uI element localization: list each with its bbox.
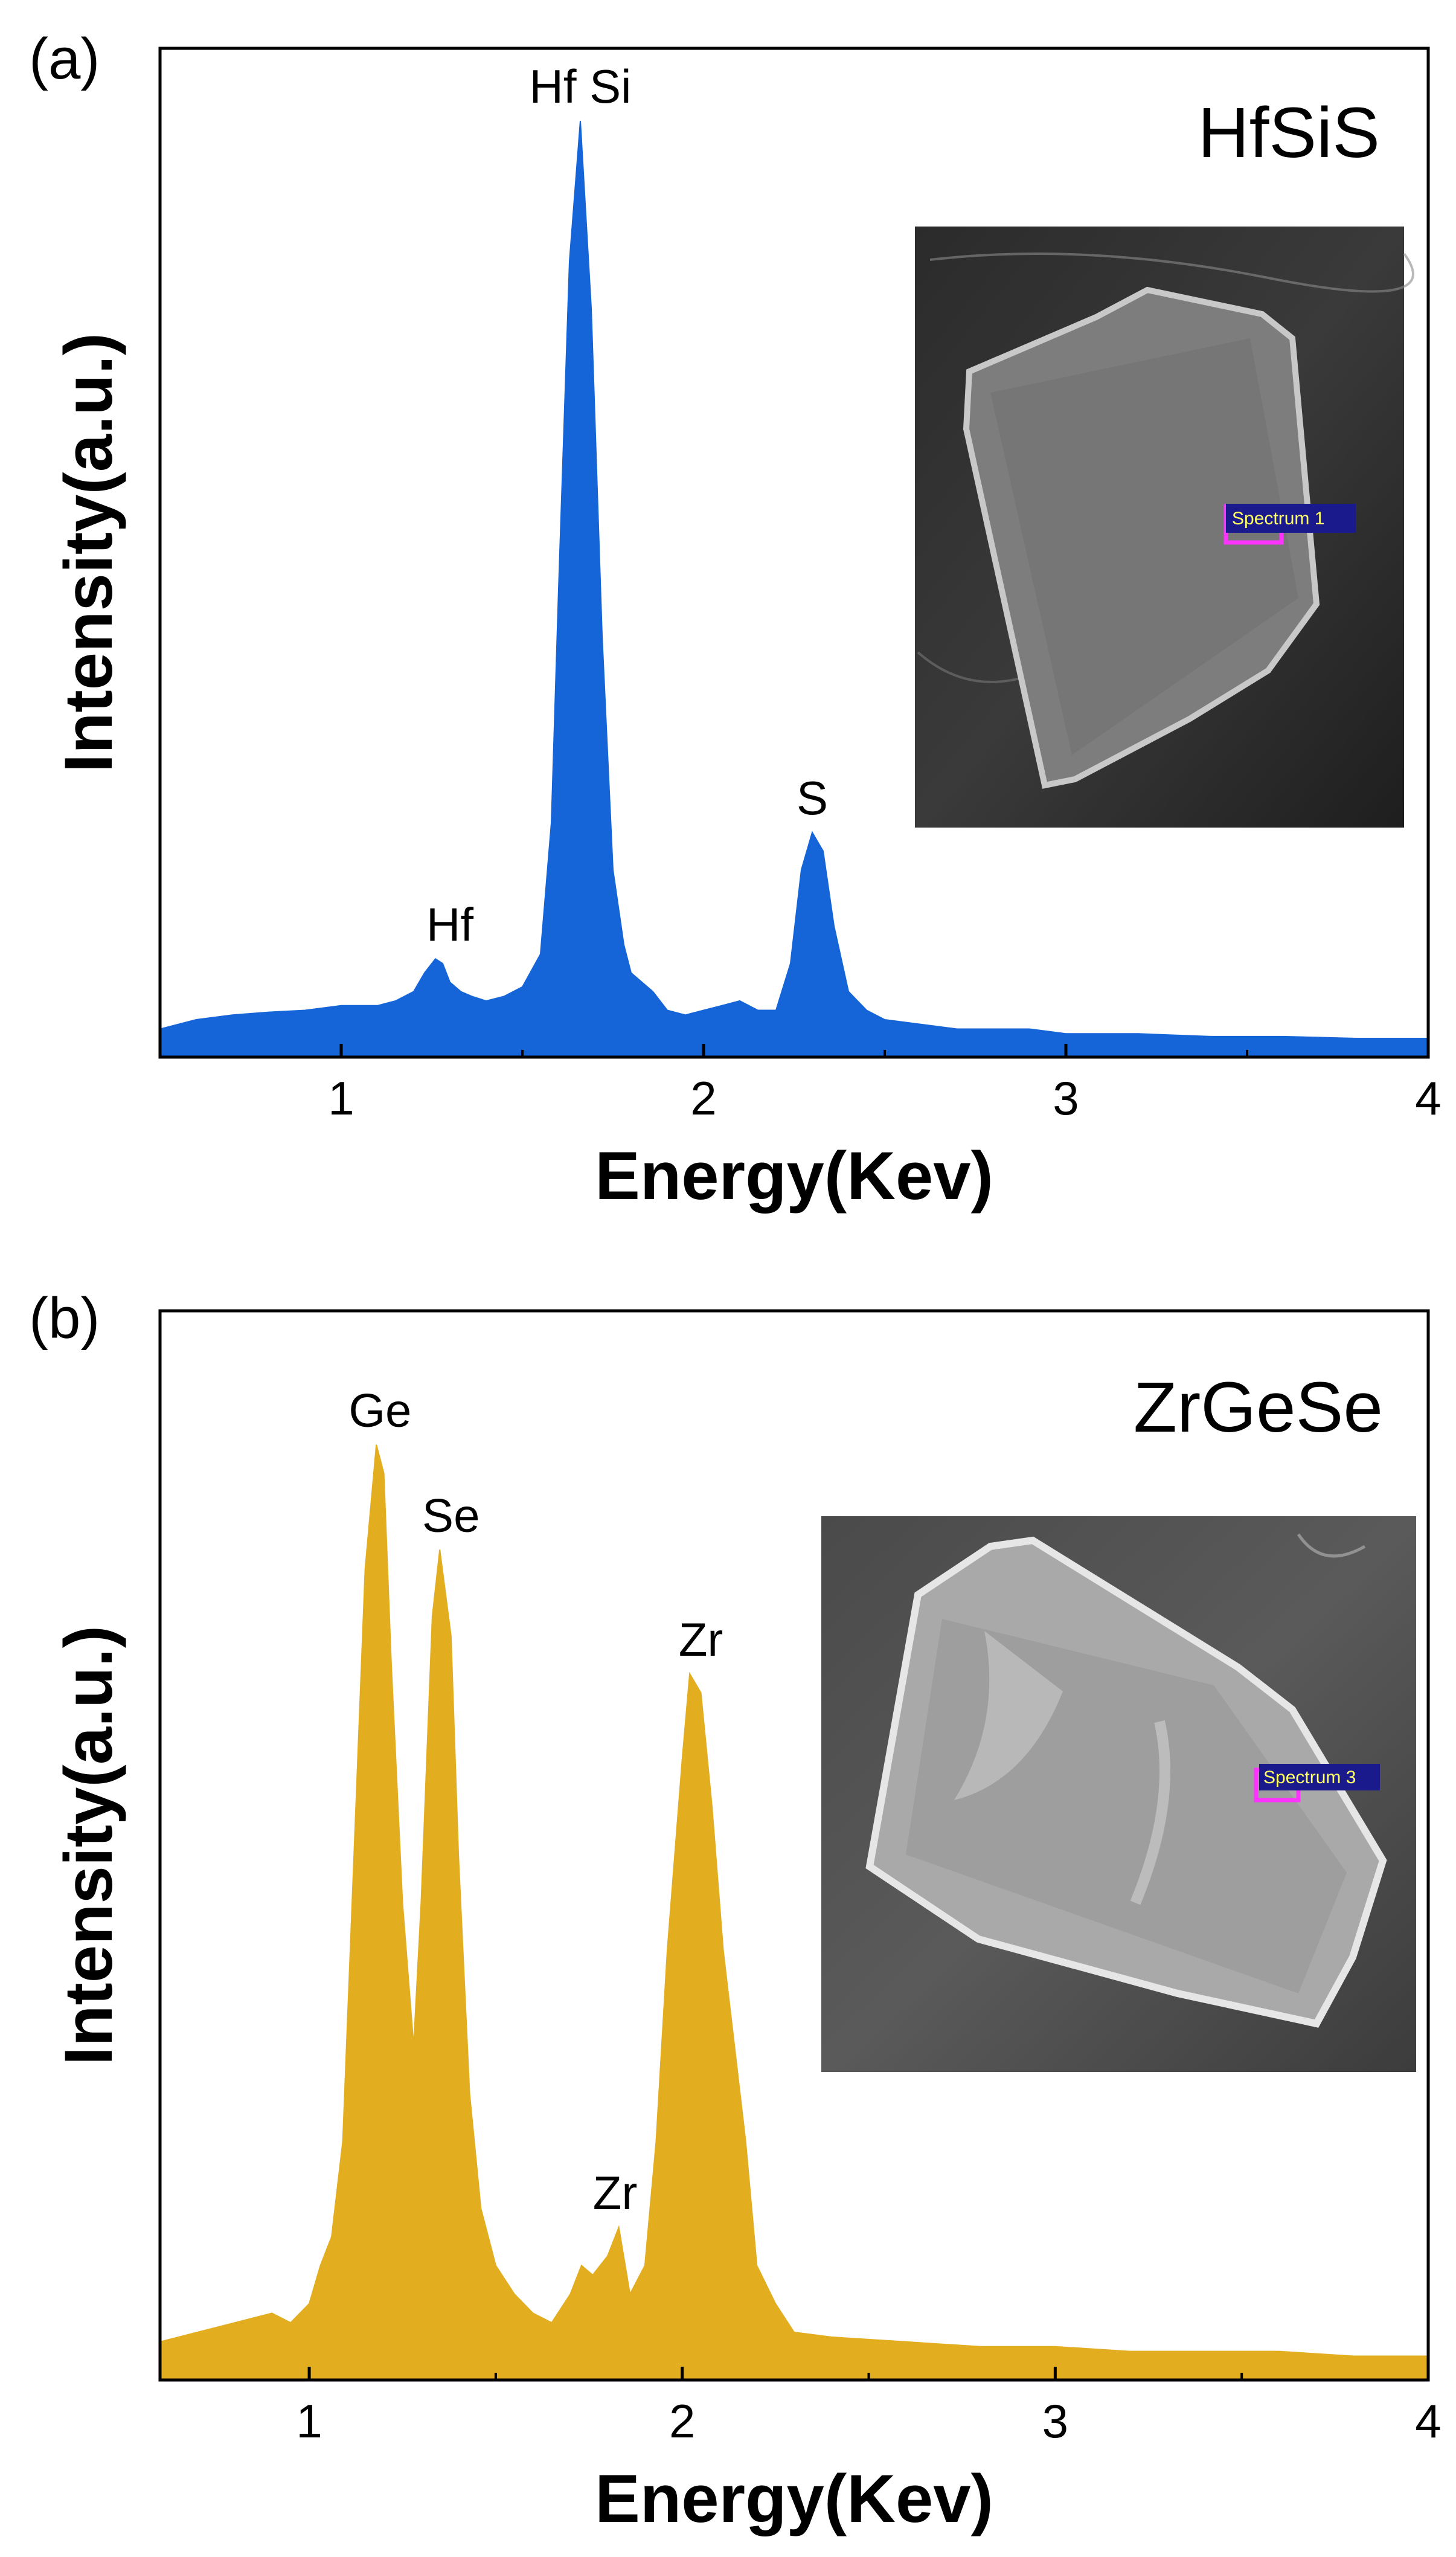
panel-label-b: (b) — [29, 1286, 100, 1351]
crystal-surface-a — [990, 338, 1298, 755]
spectrum-area-b — [159, 1444, 1429, 2381]
sem-debris-b — [1297, 1533, 1366, 1558]
spectrum-tag-text-b: Spectrum 3 — [1263, 1767, 1356, 1787]
peak-label-a: Hf Si — [529, 60, 631, 113]
y-axis-title-b: Intensity(a.u.) — [51, 1626, 126, 2065]
x-axis-b: 1 2 3 4 — [296, 2367, 1442, 2448]
peak-label-b: Ge — [348, 1384, 411, 1437]
spectrum-tag-text-a: Spectrum 1 — [1232, 509, 1324, 529]
peak-labels-b: GeSe Zr Zr — [348, 1384, 723, 2220]
compound-label-b: ZrGeSe — [1134, 1368, 1383, 1447]
plot-frame-b — [158, 1309, 1430, 2382]
peak-label-a: Hf — [426, 898, 473, 951]
sem-inset-b: Spectrum 3 — [821, 1516, 1416, 2072]
x-tick-label-b: 1 — [296, 2395, 322, 2448]
x-tick-label-a: 3 — [1053, 1072, 1079, 1125]
x-axis-title-a: Energy(Kev) — [595, 1138, 993, 1214]
y-axis-title-a: Intensity(a.u.) — [51, 333, 126, 773]
spectrum-tag-a — [1226, 504, 1356, 533]
sem-inset-a: Spectrum 1 — [915, 227, 1414, 828]
peak-label-b: Zr — [679, 1613, 723, 1666]
compound-label-a: HfSiS — [1198, 93, 1380, 173]
spectrum-plot-a — [159, 120, 1429, 1058]
x-tick-label-b: 4 — [1415, 2395, 1441, 2448]
peak-labels-a: Hf Hf Si S — [426, 60, 828, 951]
x-tick-label-a: 4 — [1415, 1072, 1441, 1125]
plot-frame-a — [158, 47, 1430, 1059]
crystal-texture-b — [954, 1631, 1063, 1800]
spectrum-area-a — [159, 120, 1429, 1058]
peak-label-b: Se — [422, 1488, 479, 1542]
x-tick-label-a: 2 — [690, 1072, 716, 1125]
x-tick-label-a: 1 — [328, 1072, 354, 1125]
x-tick-label-b: 2 — [669, 2395, 695, 2448]
spectrum-tag-b — [1259, 1764, 1380, 1790]
sem-debris-a — [917, 651, 1027, 683]
panel-label-a: (a) — [29, 27, 100, 91]
spectrum-plot-b — [159, 1444, 1429, 2381]
sem-debris-a — [929, 252, 1414, 293]
peak-label-b: Zr — [593, 2166, 638, 2219]
peak-label-a: S — [797, 771, 828, 825]
crystal-texture-b — [1130, 1720, 1170, 1905]
x-axis-title-b: Energy(Kev) — [595, 2461, 993, 2536]
x-tick-label-b: 3 — [1042, 2395, 1068, 2448]
x-axis-a: 1 2 3 4 — [159, 1044, 1442, 1125]
